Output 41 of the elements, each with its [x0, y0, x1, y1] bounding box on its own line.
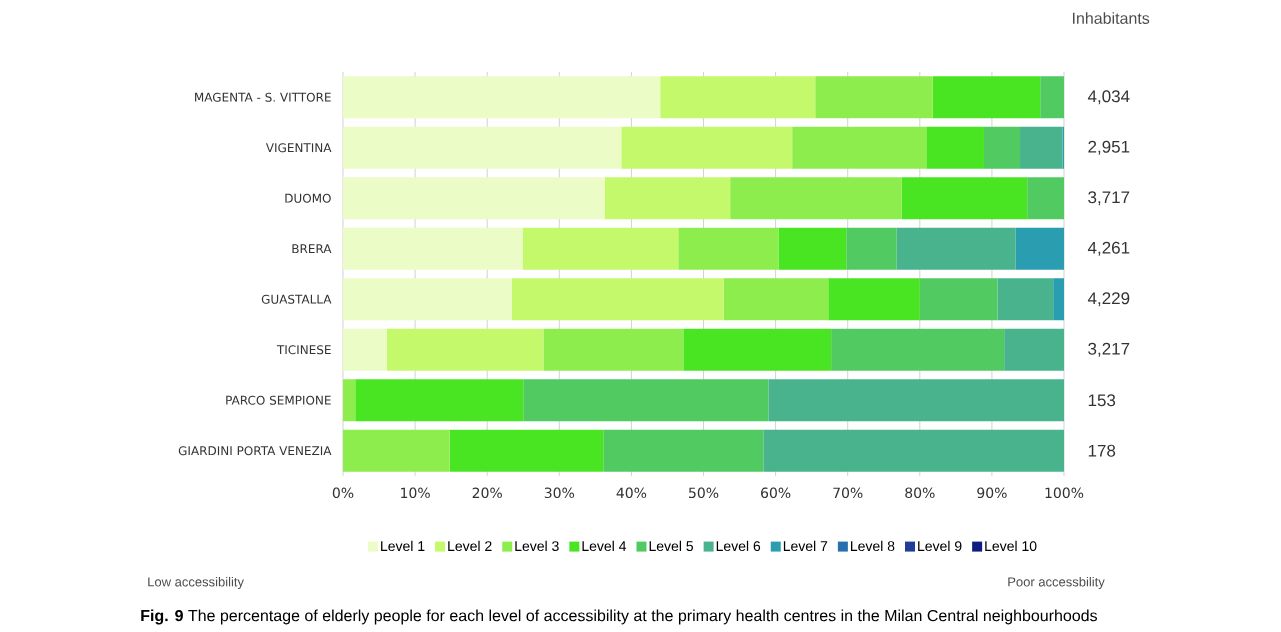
x-tick-label: 90%: [977, 487, 1007, 499]
x-tick-label: 0%: [332, 487, 354, 499]
text: Inhabitants: [1073, 12, 1150, 24]
y-tick-label: MAGENTA - S. VITTORE: [195, 92, 331, 102]
x-tick-label: 10%: [401, 487, 430, 499]
legend-label: Level 2: [448, 540, 492, 552]
y-tick-label: GUASTALLA: [261, 294, 332, 304]
text: Poor accessbility: [1008, 576, 1105, 590]
text: 178: [1088, 444, 1116, 457]
x-tick-label: 30%: [544, 487, 575, 499]
legend-label: Level 10: [985, 540, 1037, 552]
y-tick-label: VIGENTINA: [265, 143, 332, 153]
text: 4,261: [1087, 241, 1130, 256]
x-tick-label: 50%: [689, 487, 719, 499]
text: 3,717: [1088, 191, 1130, 206]
x-tick-label: 80%: [905, 487, 935, 499]
legend-label: Level 5: [649, 540, 694, 552]
legend-label: Level 6: [716, 540, 761, 552]
text: Low accessibility: [148, 576, 244, 590]
legend-label: Level 8: [851, 540, 895, 552]
legend-label: Level 9: [918, 540, 962, 552]
x-tick-label: 60%: [761, 487, 791, 499]
text: Fig. 9 The percentage of elderly people for each level of accessibility at the primary health centres in the Milan Central neighbourhoods: [141, 609, 1098, 625]
legend-label: Level 7: [783, 540, 828, 552]
legend-label: Level 4: [582, 540, 627, 552]
text: 153: [1088, 394, 1116, 407]
text: 4,229: [1087, 292, 1130, 307]
text: 4,034: [1087, 90, 1130, 105]
legend-label: Level 1: [381, 540, 425, 552]
y-tick-label: GIARDINI PORTA VENEZIA: [178, 446, 332, 456]
text: 3,217: [1088, 342, 1130, 357]
y-tick-label: DUOMO: [285, 193, 331, 203]
x-tick-label: 100%: [1045, 487, 1084, 499]
y-tick-label: BRERA: [292, 244, 332, 254]
x-tick-label: 70%: [833, 487, 863, 499]
x-tick-label: 40%: [616, 487, 647, 499]
x-tick-label: 20%: [472, 487, 502, 499]
y-tick-label: PARCO SEMPIONE: [226, 395, 331, 405]
y-tick-label: TICINESE: [276, 345, 331, 355]
text: 2,951: [1088, 140, 1130, 155]
legend-label: Level 3: [515, 540, 559, 552]
